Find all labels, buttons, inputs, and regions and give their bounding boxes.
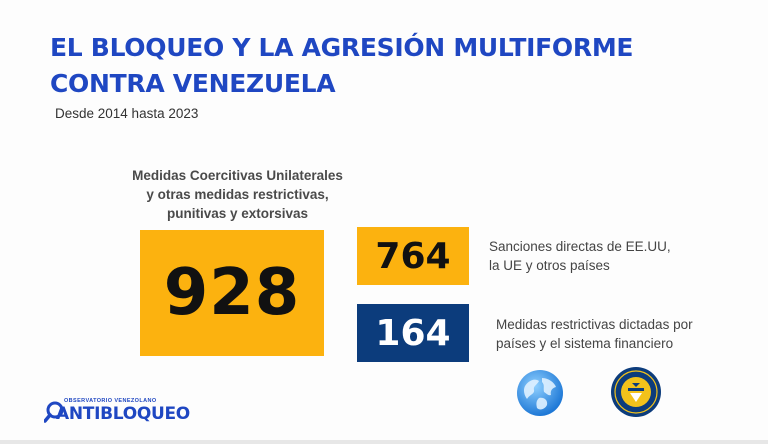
bottom-divider (0, 440, 768, 444)
stat-value-direct-sanctions: 764 (375, 235, 451, 277)
treasury-seal-icon (611, 367, 661, 417)
logo-small-text: OBSERVATORIO VENEZOLANO (64, 398, 157, 404)
main-stat-label: Medidas Coercitivas Unilaterales y otras… (132, 168, 343, 221)
main-stat-box: 928 (140, 230, 324, 356)
logo-main-text: ANTIBLOQUEO (56, 404, 190, 424)
stat-box-restrictive-measures: 164 (357, 304, 469, 362)
stat-box-direct-sanctions: 764 (357, 227, 469, 285)
antibloqueo-logo: OBSERVATORIO VENEZOLANO ANTIBLOQUEO (44, 398, 194, 426)
stat-desc-direct-sanctions: Sanciones directas de EE.UU, la UE y otr… (489, 239, 671, 273)
page-title: EL BLOQUEO Y LA AGRESIÓN MULTIFORME CONT… (50, 33, 634, 98)
globe-icon (517, 370, 563, 416)
page-subtitle: Desde 2014 hasta 2023 (55, 106, 199, 121)
stat-desc-restrictive-measures: Medidas restrictivas dictadas por países… (496, 317, 693, 351)
main-stat-value: 928 (163, 256, 301, 330)
stat-value-restrictive-measures: 164 (375, 312, 451, 354)
magnifier-logo-icon (44, 401, 64, 423)
